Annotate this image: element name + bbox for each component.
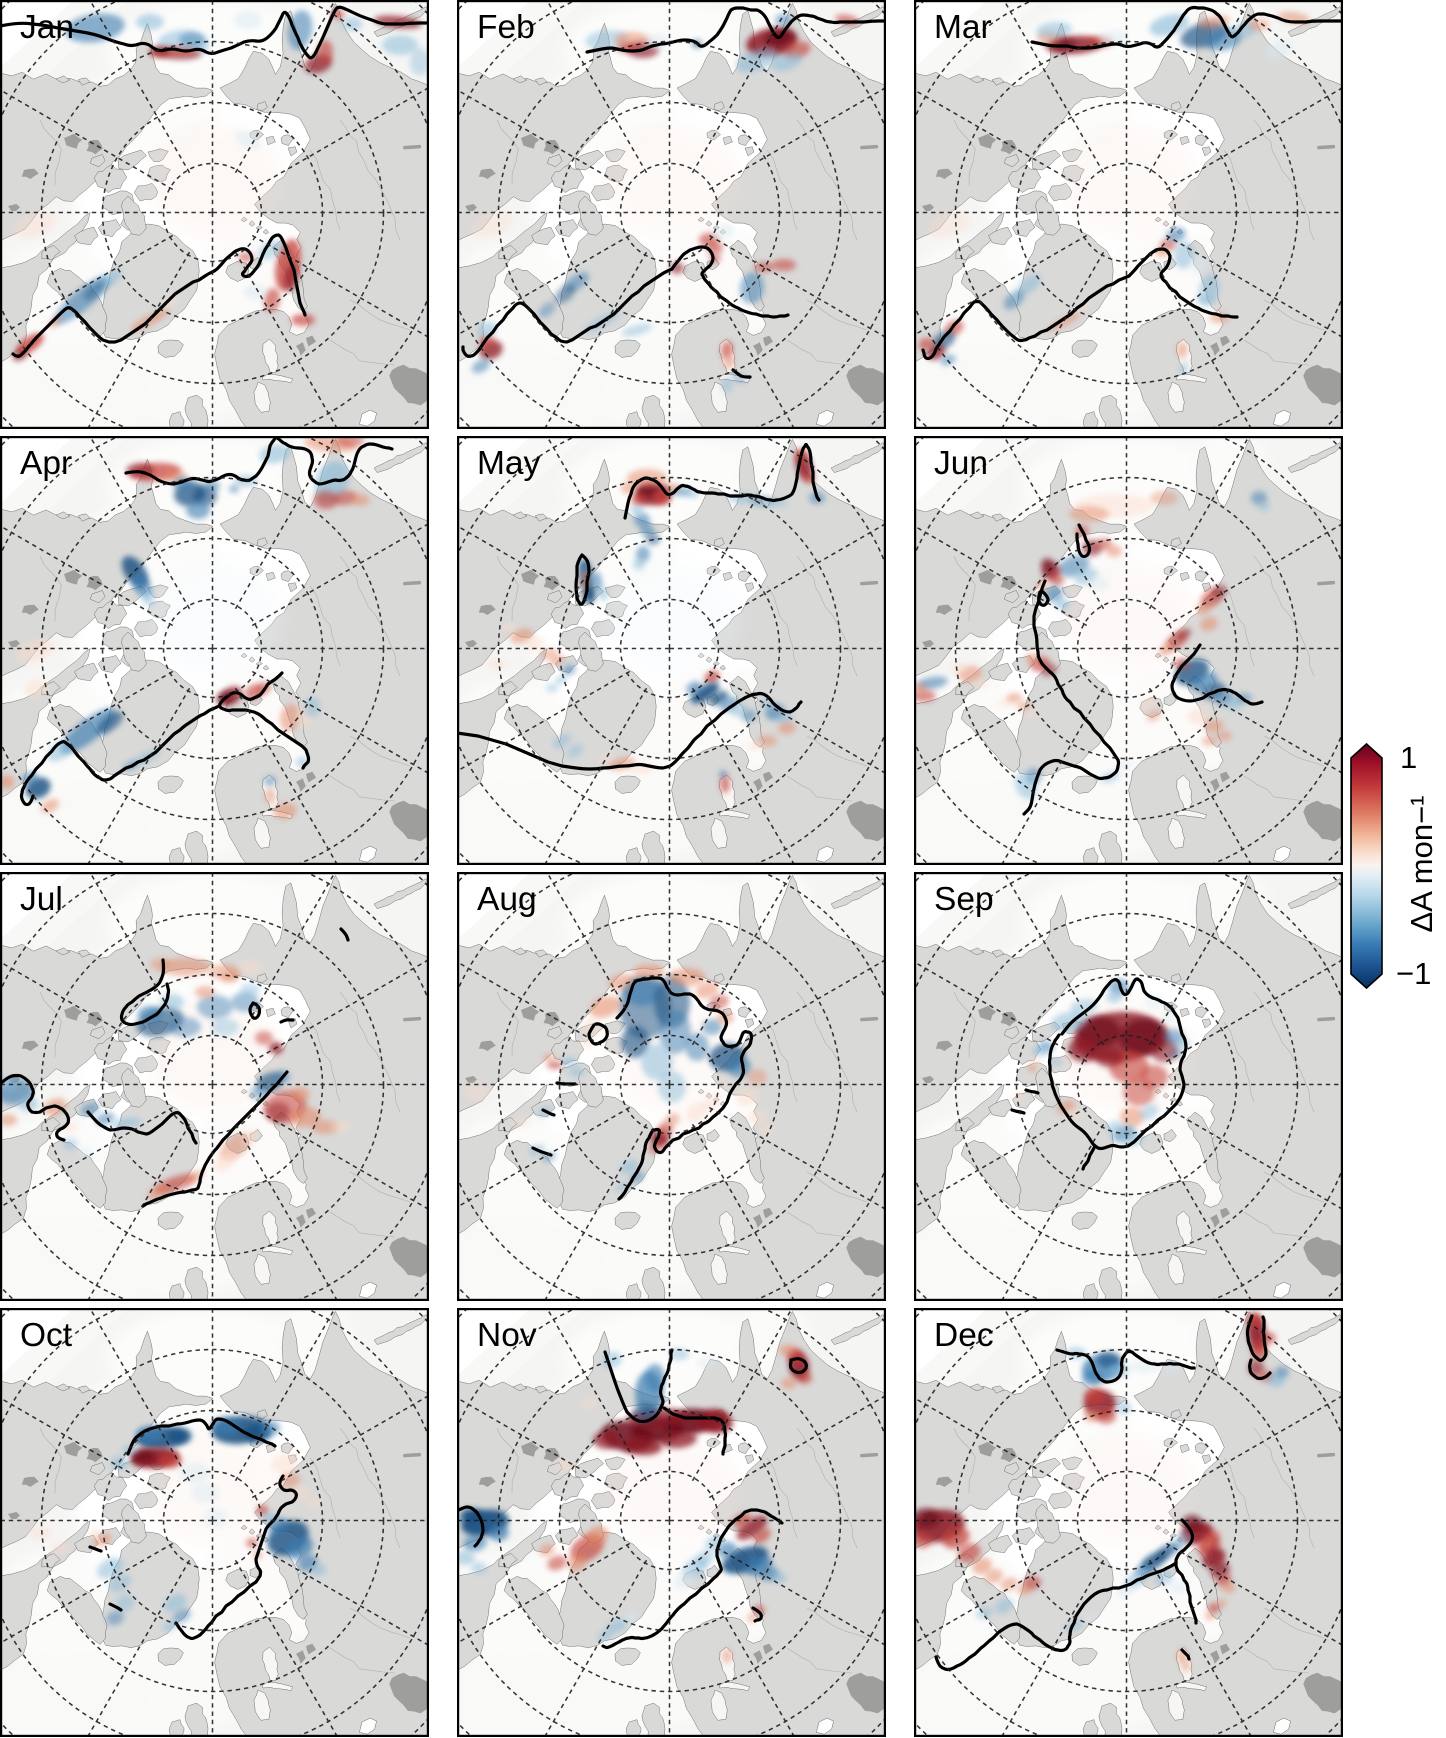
svg-text:Jul: Jul xyxy=(20,881,63,918)
svg-text:Oct: Oct xyxy=(20,1317,73,1354)
svg-text:Dec: Dec xyxy=(934,1317,994,1354)
svg-text:Jan: Jan xyxy=(20,9,74,46)
svg-text:1: 1 xyxy=(1400,740,1417,775)
svg-text:Sep: Sep xyxy=(934,881,994,918)
svg-text:Jun: Jun xyxy=(934,445,988,482)
svg-text:−1: −1 xyxy=(1396,956,1431,991)
svg-text:Mar: Mar xyxy=(934,9,992,46)
svg-text:Apr: Apr xyxy=(20,445,72,482)
svg-text:Aug: Aug xyxy=(477,881,537,918)
svg-text:Feb: Feb xyxy=(477,9,535,46)
svg-text:Nov: Nov xyxy=(477,1317,537,1354)
svg-text:May: May xyxy=(477,445,541,482)
svg-text:ΔA mon−¹: ΔA mon−¹ xyxy=(1404,795,1439,932)
